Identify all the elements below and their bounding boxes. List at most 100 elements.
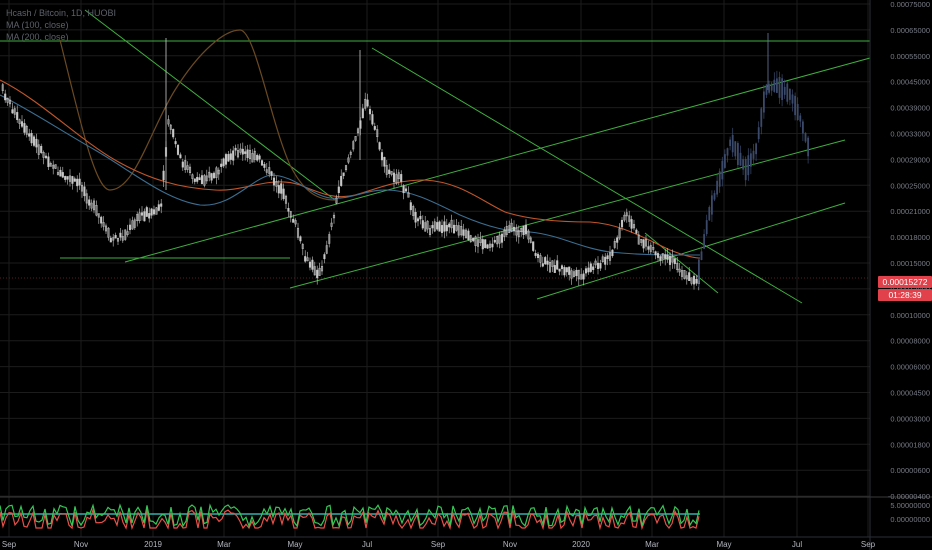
candle-body: [601, 256, 604, 262]
projection-body: [789, 88, 791, 100]
projection-body: [721, 160, 724, 180]
x-tick-label: Jul: [362, 540, 372, 549]
candle-body: [443, 221, 446, 232]
x-tick-label: May: [716, 540, 731, 549]
candle-body: [452, 224, 456, 234]
candle-body: [64, 176, 67, 180]
projection-body: [794, 95, 796, 116]
candle-body: [97, 213, 100, 218]
projection-body: [799, 115, 802, 122]
y-tick-label: 0.00001800: [890, 440, 930, 449]
candle-body: [539, 255, 542, 263]
candle-body: [210, 173, 213, 181]
x-tick-label: Jul: [792, 540, 802, 549]
candle-body: [349, 151, 352, 155]
candle-body: [342, 172, 345, 177]
candle-body: [582, 273, 585, 280]
candle-body: [181, 161, 184, 168]
candle-body: [659, 256, 662, 261]
projection-body: [713, 193, 716, 200]
candle-body: [256, 154, 259, 161]
candle-body: [234, 147, 237, 151]
projection-body: [705, 220, 708, 235]
candle-body: [402, 185, 405, 194]
candle-body: [61, 172, 64, 178]
candle-body: [356, 128, 360, 134]
moving-average-lines: [0, 29, 701, 259]
candle-body: [642, 239, 645, 249]
projection-body: [763, 91, 765, 113]
candle-body: [529, 237, 532, 243]
candle-body: [136, 214, 139, 222]
candle-body: [59, 169, 62, 177]
candle-body: [318, 267, 321, 276]
projection-candles: [698, 70, 809, 287]
legend-ma100[interactable]: MA (100, close): [6, 20, 69, 30]
y-tick-label: 0.00065000: [890, 26, 930, 35]
candle-body: [431, 225, 434, 229]
y-tick-label: 0.00055000: [890, 52, 930, 61]
candle-body: [695, 279, 698, 284]
candle-body: [11, 109, 14, 114]
candle-body: [260, 160, 264, 166]
candle-body: [548, 262, 552, 273]
candle-body: [630, 219, 633, 229]
chart-legend: Hcash / Bitcoin, 1D, HUOBI MA (100, clos…: [6, 7, 116, 43]
candle-body: [340, 175, 343, 186]
candle-body: [244, 151, 247, 154]
candle-body: [148, 213, 151, 219]
candle-body: [424, 222, 427, 232]
candle-body: [611, 249, 614, 257]
candle-body: [553, 265, 556, 273]
candle-body: [678, 268, 681, 273]
candle-body: [145, 207, 148, 217]
candle-body: [13, 108, 16, 115]
candle-body: [203, 175, 206, 186]
candle-body: [330, 222, 333, 227]
projection-body: [750, 153, 752, 167]
y-tick-label: 0.00039000: [890, 104, 930, 113]
candle-body: [570, 270, 573, 279]
candle-body: [635, 229, 638, 234]
candle-body: [56, 172, 60, 175]
projection-body: [700, 251, 703, 260]
x-tick-label: Sep: [2, 540, 17, 549]
candle-body: [436, 222, 439, 230]
candle-body: [685, 275, 688, 280]
trend-line-5: [644, 232, 719, 294]
candle-body: [426, 220, 429, 230]
candle-body: [364, 98, 367, 109]
candle-body: [40, 145, 43, 153]
candle-body: [344, 165, 348, 171]
candle-body: [196, 176, 199, 182]
candle-body: [560, 265, 564, 270]
osc-red-line: [0, 507, 700, 531]
candle-body: [683, 270, 686, 279]
x-tick-label: Mar: [645, 540, 659, 549]
candle-body: [114, 235, 117, 239]
projection-body: [711, 195, 713, 215]
legend-title[interactable]: Hcash / Bitcoin, 1D, HUOBI: [6, 8, 117, 18]
candle-body: [1, 84, 4, 91]
candle-body: [85, 193, 88, 204]
candle-body: [433, 221, 436, 232]
candle-body: [200, 175, 204, 185]
projection-body: [739, 152, 742, 166]
candle-body: [472, 237, 475, 242]
candle-body: [224, 154, 228, 165]
candle-body: [421, 220, 424, 229]
candle-body: [88, 199, 91, 206]
trend-line-3: [84, 9, 336, 201]
candle-body: [236, 150, 240, 158]
candle-body: [551, 260, 554, 267]
candle-body: [414, 212, 417, 223]
candle-body: [383, 157, 386, 167]
candle-body: [208, 171, 211, 178]
legend-ma200[interactable]: MA (200, close): [6, 32, 69, 42]
candle-body: [169, 124, 172, 130]
candle-body: [575, 269, 578, 276]
candle-body: [628, 215, 631, 222]
projection-body: [734, 141, 737, 157]
x-tick-label: 2019: [144, 540, 162, 549]
